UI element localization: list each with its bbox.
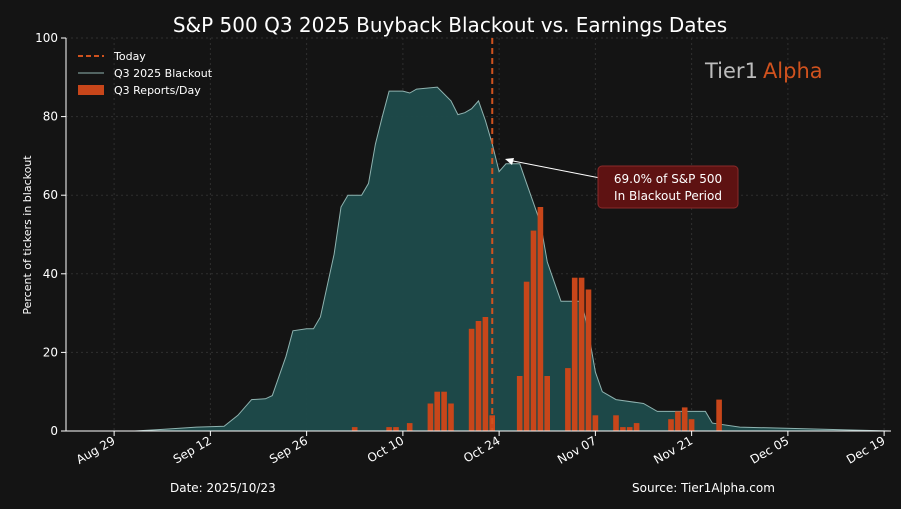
legend-label-blackout: Q3 2025 Blackout [114,67,213,80]
report-bar [530,230,537,431]
report-bar [434,391,440,431]
legend-label-reports: Q3 Reports/Day [114,84,201,97]
brand-part1: Tier1 [704,59,758,83]
annotation-arrow [507,159,601,179]
report-bar [578,277,585,431]
report-bar [633,423,640,431]
footer-date: Date: 2025/10/23 [170,481,276,495]
report-bar [688,419,695,431]
report-bar [592,415,599,431]
legend-swatch-reports [78,85,104,95]
report-bar [585,289,592,431]
y-tick-label: 0 [50,424,58,438]
y-tick-label: 100 [35,31,58,45]
y-tick-label: 40 [43,267,58,281]
report-bar [351,427,358,431]
legend-label-today: Today [113,50,146,63]
report-bar [675,411,681,431]
report-bar [386,427,392,431]
y-tick-label: 20 [43,345,58,359]
report-bar [468,328,475,431]
report-bar [448,403,454,431]
annotation-line-1: 69.0% of S&P 500 [614,172,722,186]
report-bar [406,423,413,431]
report-bar [475,321,482,431]
report-bar [482,317,489,431]
y-axis-label: Percent of tickers in blackout [21,155,34,315]
report-bar [393,427,399,431]
legend: Today Q3 2025 Blackout Q3 Reports/Day [78,50,213,97]
brand-logo: Tier1 Alpha [704,59,823,83]
chart-title: S&P 500 Q3 2025 Buyback Blackout vs. Ear… [173,13,727,37]
report-bar [427,403,434,431]
annotation-line-2: In Blackout Period [614,189,722,203]
report-bar [613,415,619,431]
report-bar [537,207,544,431]
y-tick-label: 80 [43,110,58,124]
report-bar [668,419,674,431]
report-bar [571,277,578,431]
report-bar [544,376,550,431]
report-bar [626,427,633,431]
footer-source: Source: Tier1Alpha.com [632,481,775,495]
annotation-box [597,165,739,209]
report-bar [441,391,447,431]
brand-part2: Alpha [763,59,823,83]
report-bar [716,399,722,431]
annotation-arrowhead [505,158,514,165]
reports-series [351,207,722,431]
report-bar [523,281,530,431]
annotation: 69.0% of S&P 500 In Blackout Period [505,158,739,209]
svg-text:Tier1Alpha: Tier1 Alpha [704,59,823,83]
report-bar [565,368,571,431]
y-tick-label: 60 [43,188,58,202]
report-bar [681,407,688,431]
blackout-area [66,87,891,431]
report-bar [516,376,523,431]
report-bar [620,427,626,431]
